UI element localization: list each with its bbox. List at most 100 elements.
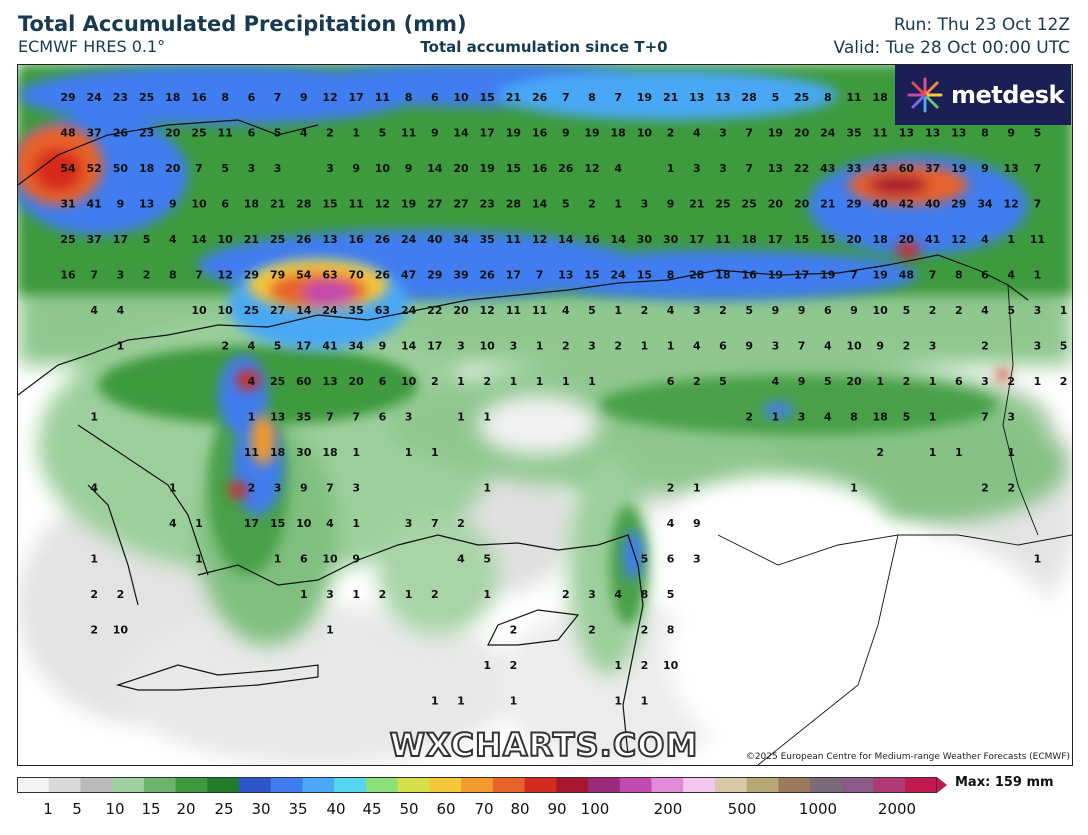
precip-value-label: 13: [322, 375, 337, 388]
precip-value-label: 7: [352, 411, 360, 424]
precip-value-label: 10: [191, 198, 207, 211]
precip-value-label: 11: [532, 304, 547, 317]
precip-value-label: 9: [352, 162, 360, 175]
precip-value-label: 1: [614, 304, 622, 317]
precip-value-label: 4: [981, 304, 989, 317]
precip-value-label: 5: [562, 198, 570, 211]
precip-value-label: 34: [977, 198, 993, 211]
precip-value-label: 7: [929, 269, 937, 282]
precip-value-label: 11: [349, 198, 364, 211]
precip-value-label: 15: [480, 91, 495, 104]
precip-value-label: 8: [850, 411, 858, 424]
precip-value-label: 1: [90, 553, 98, 566]
precip-value-label: 5: [719, 375, 727, 388]
precip-value-label: 1: [405, 588, 413, 601]
precip-value-label: 35: [349, 304, 364, 317]
precip-value-label: 13: [899, 127, 914, 140]
precip-value-label: 1: [457, 695, 465, 708]
precipitation-map[interactable]: 29 24 23 25 18 16 8 6 7 9 12 17 11 8 6 10 15 21 26 7 8 7 19 21 1…: [17, 64, 1073, 766]
precip-value-label: 18: [873, 91, 888, 104]
colorbar-cell: [461, 777, 494, 793]
precip-value-label: 2: [903, 375, 911, 388]
precip-value-label: 28: [296, 198, 311, 211]
colorbar-cell: [556, 777, 589, 793]
precip-value-label: 1: [929, 411, 937, 424]
colorbar: [17, 777, 937, 793]
precip-value-label: 50: [113, 162, 129, 175]
colorbar-tick: 80: [510, 800, 530, 818]
precip-value-label: 1: [562, 730, 570, 743]
precip-value-label: 7: [562, 91, 570, 104]
precip-value-label: 41: [322, 340, 337, 353]
precip-value-label: 19: [768, 269, 783, 282]
precip-value-label: 3: [719, 162, 727, 175]
precip-value-label: 10: [401, 375, 417, 388]
precip-value-label: 2: [431, 375, 439, 388]
precip-value-label: 20: [165, 127, 181, 140]
precip-value-label: 2: [248, 482, 256, 495]
precip-value-label: 19: [506, 127, 521, 140]
precip-value-label: 24: [401, 233, 417, 246]
precip-value-label: 1: [483, 411, 491, 424]
precip-value-label: 11: [873, 127, 888, 140]
precip-value-label: 19: [873, 269, 888, 282]
precip-value-label: 6: [248, 91, 256, 104]
precip-value-label: 6: [300, 553, 308, 566]
precip-value-label: 11: [506, 233, 521, 246]
precip-value-label: 8: [955, 269, 963, 282]
precip-value-label: 10: [296, 517, 312, 530]
precip-value-label: 18: [873, 411, 888, 424]
precip-value-label: 28: [689, 269, 704, 282]
precip-value-label: 17: [480, 127, 495, 140]
precip-value-label: 4: [248, 375, 256, 388]
precip-value-label: 33: [846, 162, 861, 175]
colorbar-cell: [143, 777, 177, 793]
precip-value-label: 5: [274, 340, 282, 353]
precip-value-label: 1: [1007, 446, 1015, 459]
precip-value-label: 10: [480, 340, 496, 353]
ecmwf-copyright: ©2025 European Centre for Medium-range W…: [745, 752, 1070, 762]
precip-value-label: 25: [139, 91, 154, 104]
run-time: Run: Thu 23 Oct 12Z: [893, 15, 1070, 35]
precip-value-label: 14: [453, 127, 469, 140]
precip-value-label: 4: [248, 340, 256, 353]
precip-value-label: 2: [143, 269, 151, 282]
precip-value-label: 4: [1007, 269, 1015, 282]
precip-value-label: 2: [326, 127, 334, 140]
precip-value-label: 18: [244, 198, 259, 211]
precip-value-label: 5: [772, 91, 780, 104]
precip-value-label: 24: [820, 127, 836, 140]
precip-value-label: 9: [745, 340, 753, 353]
precip-value-label: 6: [667, 375, 675, 388]
precip-value-label: 1: [510, 375, 518, 388]
colorbar-cell: [810, 777, 843, 793]
precip-value-label: 6: [379, 375, 387, 388]
colorbar-cell: [112, 777, 145, 793]
precip-value-label: 13: [139, 198, 154, 211]
precip-value-label: 17: [768, 233, 783, 246]
precip-value-label: 17: [427, 340, 442, 353]
precip-value-label: 3: [693, 304, 701, 317]
precip-value-label: 26: [296, 233, 312, 246]
precip-value-label: 3: [326, 162, 334, 175]
precip-value-label: 79: [270, 269, 285, 282]
precip-value-label: 5: [483, 553, 491, 566]
precip-value-label: 63: [375, 304, 390, 317]
precip-value-label: 1: [614, 695, 622, 708]
precip-value-label: 6: [431, 91, 439, 104]
precip-value-label: 4: [667, 304, 675, 317]
precip-value-label: 7: [1034, 162, 1042, 175]
precip-value-label: 16: [532, 162, 548, 175]
precip-value-label: 11: [401, 127, 416, 140]
accumulation-subtitle: Total accumulation since T+0: [420, 38, 668, 56]
precip-value-label: 9: [876, 340, 884, 353]
colorbar-cell: [683, 777, 716, 793]
precip-value-label: 1: [536, 375, 544, 388]
precip-value-label: 4: [300, 127, 308, 140]
colorbar-tick: 30: [251, 800, 271, 818]
colorbar-tick: 40: [326, 800, 346, 818]
precip-value-label: 9: [798, 304, 806, 317]
precip-value-label: 2: [641, 304, 649, 317]
precip-value-label: 18: [270, 446, 285, 459]
precip-value-label: 2: [588, 198, 596, 211]
